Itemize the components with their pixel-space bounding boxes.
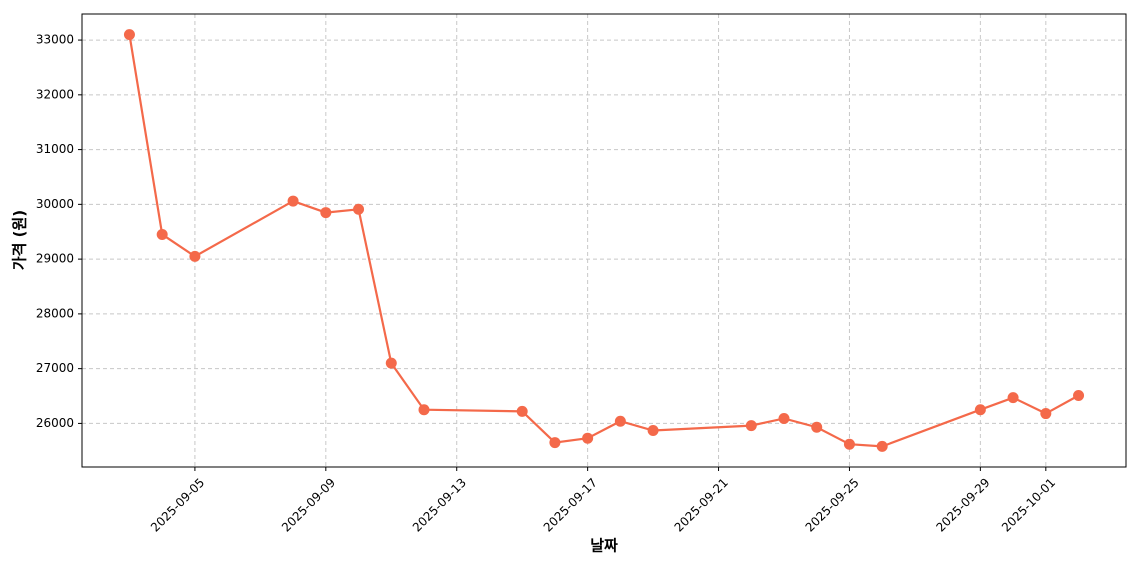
price-point [516, 405, 528, 417]
price-point [320, 207, 332, 219]
x-tick-label: 2025-10-01 [999, 475, 1058, 534]
price-point [843, 438, 855, 450]
y-tick-label: 28000 [36, 306, 74, 320]
x-axis-label: 날짜 [590, 537, 618, 555]
price-line [128, 34, 1080, 448]
price-point [614, 415, 626, 427]
price-point [778, 412, 790, 424]
y-tick-label: 33000 [36, 33, 74, 47]
y-tick-label: 32000 [36, 87, 74, 101]
price-point [582, 432, 594, 444]
y-tick-label: 27000 [36, 361, 74, 375]
price-point [156, 228, 168, 240]
price-point [189, 250, 201, 262]
price-point [1007, 392, 1019, 404]
price-point [876, 440, 888, 452]
y-tick-label: 26000 [36, 416, 74, 430]
y-tick-label: 30000 [36, 197, 74, 211]
price-point [549, 437, 561, 449]
y-axis-label: 가격 (원) [11, 210, 29, 270]
price-point [1073, 389, 1085, 401]
x-tick-label: 2025-09-21 [672, 475, 731, 534]
y-tick-label: 31000 [36, 142, 74, 156]
price-point [1040, 408, 1052, 420]
price-point [418, 404, 430, 416]
x-tick-label: 2025-09-13 [410, 475, 469, 534]
x-tick-label: 2025-09-25 [803, 475, 862, 534]
y-tick-label: 29000 [36, 252, 74, 266]
price-point [974, 404, 986, 416]
x-tick-label: 2025-09-05 [148, 475, 207, 534]
price-point [353, 203, 365, 215]
price-point [287, 195, 299, 207]
x-tick-label: 2025-09-09 [279, 475, 338, 534]
price-point [385, 357, 397, 369]
price-point [745, 420, 757, 432]
price-point [811, 421, 823, 433]
plot-frame [81, 13, 1127, 468]
x-tick-label: 2025-09-29 [933, 475, 992, 534]
price-point [123, 29, 135, 41]
x-tick-label: 2025-09-17 [541, 475, 600, 534]
price-point [647, 425, 659, 437]
